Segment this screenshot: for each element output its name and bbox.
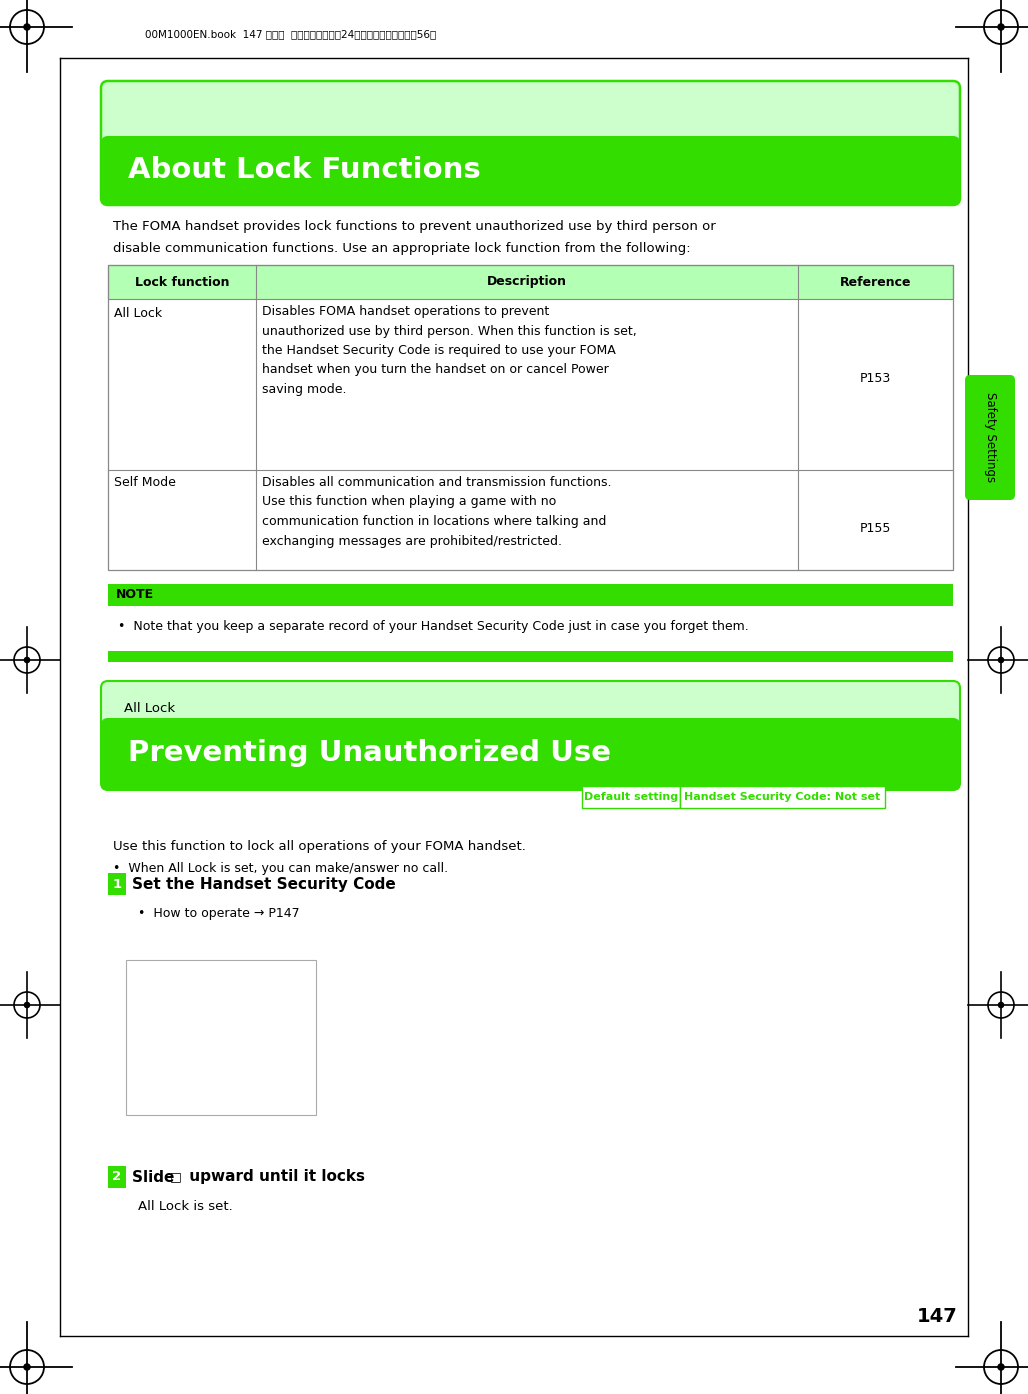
Text: Preventing Unauthorized Use: Preventing Unauthorized Use [128,739,611,767]
Circle shape [24,1363,30,1370]
Text: Safety Settings: Safety Settings [984,393,996,482]
Text: P153: P153 [859,372,891,386]
Text: Description: Description [487,276,567,289]
Text: All Lock: All Lock [114,307,162,321]
Bar [108,873,126,895]
Text: upward until it locks: upward until it locks [184,1170,365,1185]
Text: 00M1000EN.book  147 ページ  ２００４年１１月24日　水曜日　午前７時56分: 00M1000EN.book 147 ページ ２００４年１１月24日 水曜日 午… [145,29,436,39]
Text: disable communication functions. Use an appropriate lock function from the follo: disable communication functions. Use an … [113,243,691,255]
Text: 2: 2 [112,1171,121,1184]
Circle shape [25,658,30,662]
Bar [108,584,953,606]
Text: 1: 1 [112,877,121,891]
Text: P155: P155 [859,521,891,534]
Text: Slide: Slide [132,1170,180,1185]
Text: Self Mode: Self Mode [114,475,176,489]
Circle shape [25,1002,30,1008]
Text: About Lock Functions: About Lock Functions [128,156,481,184]
Text: Disables all communication and transmission functions.
Use this function when pl: Disables all communication and transmiss… [262,475,612,548]
Text: Handset Security Code: Not set: Handset Security Code: Not set [685,792,881,802]
Text: Disables FOMA handset operations to prevent
unauthorized use by third person. Wh: Disables FOMA handset operations to prev… [262,305,636,396]
Bar [582,786,680,809]
FancyBboxPatch shape [101,718,960,790]
Text: The FOMA handset provides lock functions to prevent unauthorized use by third pe: The FOMA handset provides lock functions… [113,220,715,233]
FancyBboxPatch shape [965,375,1015,500]
Text: Default setting: Default setting [584,792,678,802]
Text: Set the Handset Security Code: Set the Handset Security Code [132,877,396,892]
Bar [680,786,885,809]
Text: □: □ [170,1171,182,1184]
Text: All Lock is set.: All Lock is set. [138,1200,232,1213]
Circle shape [998,1002,1003,1008]
FancyBboxPatch shape [101,682,960,790]
FancyBboxPatch shape [101,81,960,205]
Bar [108,1165,126,1188]
Text: Lock function: Lock function [135,276,229,289]
Circle shape [998,24,1004,31]
Bar [126,960,316,1115]
Bar [108,265,953,298]
Text: •  How to operate → P147: • How to operate → P147 [138,907,299,920]
Circle shape [998,658,1003,662]
FancyBboxPatch shape [101,137,960,205]
Text: •  Note that you keep a separate record of your Handset Security Code just in ca: • Note that you keep a separate record o… [118,620,748,633]
Text: Use this function to lock all operations of your FOMA handset.: Use this function to lock all operations… [113,841,526,853]
Bar [108,265,953,570]
Circle shape [998,1363,1004,1370]
Text: NOTE: NOTE [116,588,154,601]
Text: •  When All Lock is set, you can make/answer no call.: • When All Lock is set, you can make/ans… [113,861,448,875]
Text: All Lock: All Lock [124,703,175,715]
Text: 147: 147 [917,1308,958,1326]
Circle shape [24,24,30,31]
Text: Reference: Reference [840,276,911,289]
Bar [108,651,953,662]
